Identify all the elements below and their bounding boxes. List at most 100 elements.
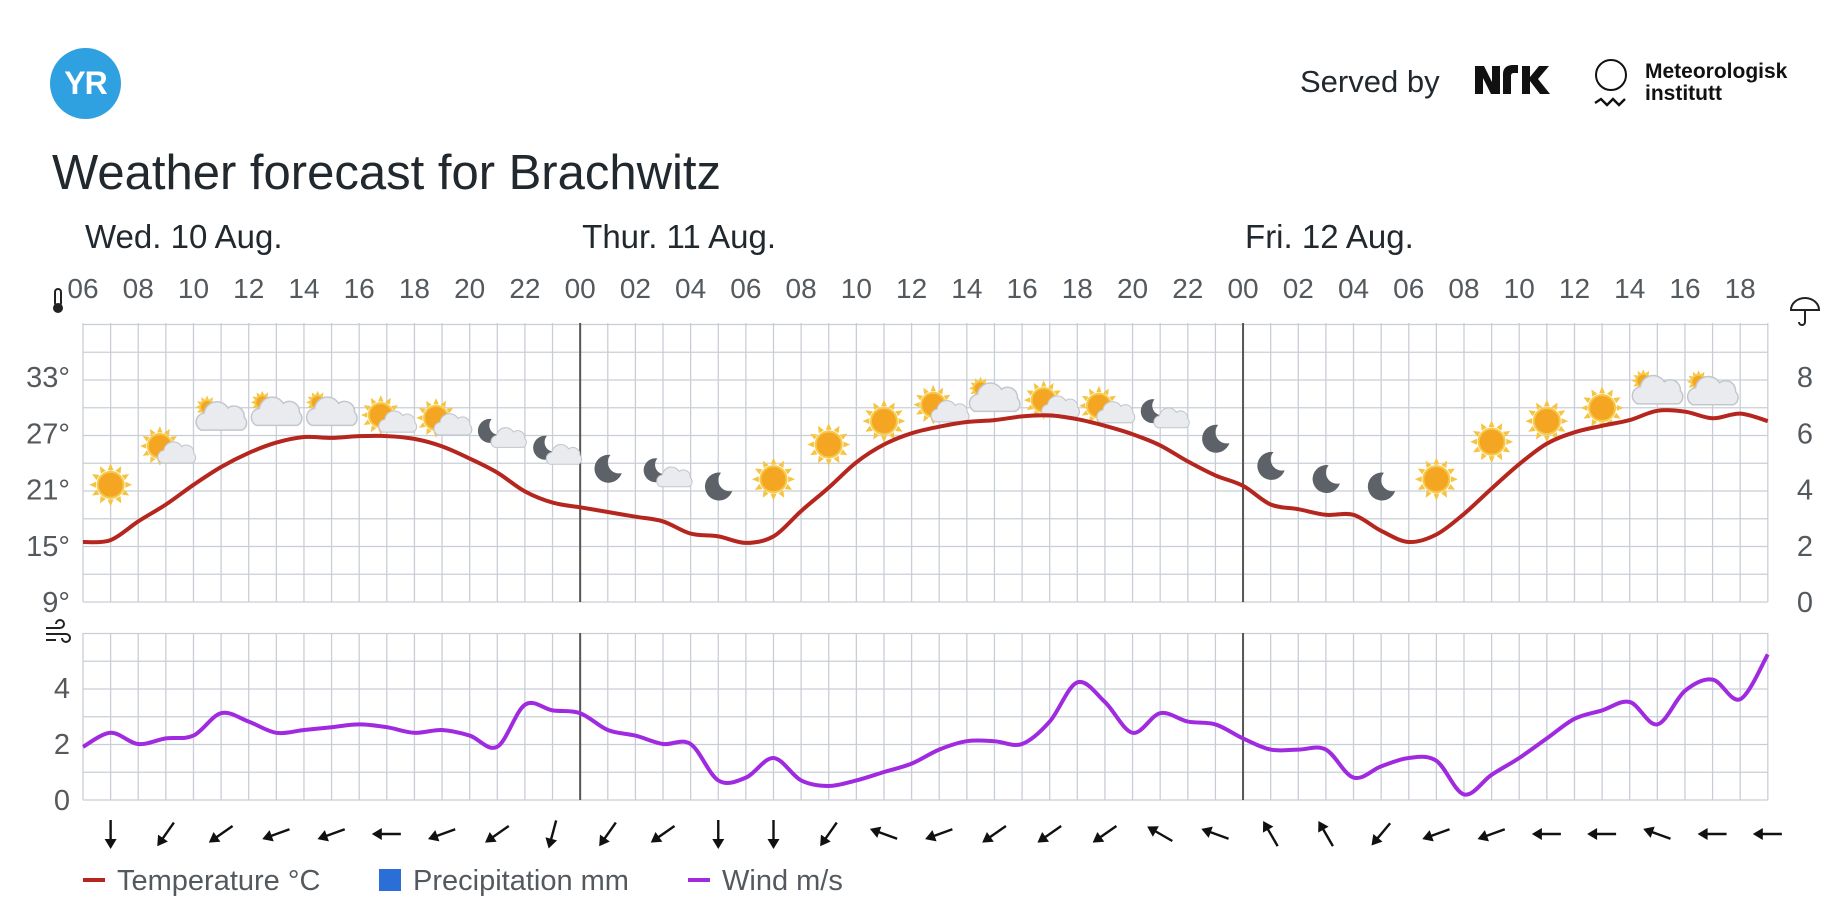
hour-tick-label: 22: [509, 273, 540, 304]
yr-logo-text: YR: [64, 65, 107, 101]
clear-day-icon: [1470, 420, 1514, 464]
partly-cloudy-day-icon: [1023, 380, 1080, 420]
clear-night-icon: [704, 472, 733, 501]
hour-tick-label: 22: [1172, 273, 1203, 304]
nrk-logo-mark: [1475, 65, 1550, 94]
wind-direction-arrow: [485, 824, 510, 843]
hour-tick-label: 12: [1559, 273, 1590, 304]
wind-direction-arrow: [545, 820, 558, 849]
cloudy-icon: [968, 376, 1021, 413]
hour-tick-label: 16: [344, 273, 375, 304]
wind-direction-arrow: [208, 824, 234, 843]
hour-tick-label: 14: [288, 273, 319, 304]
yr-logo[interactable]: YR: [50, 48, 121, 119]
partly-cloudy-day-icon: [913, 384, 970, 425]
partly-cloudy-night-icon: [643, 458, 693, 488]
hour-tick-label: 06: [730, 273, 761, 304]
legend-item-precipitation: Precipitation mm: [379, 865, 629, 897]
clear-night-icon: [594, 454, 622, 483]
clear-night-icon: [1202, 424, 1230, 453]
wind-direction-arrow: [820, 821, 838, 847]
clear-day-icon: [752, 457, 795, 501]
hour-tick-label: 06: [67, 273, 98, 304]
precipitation-tick-label: 6: [1797, 418, 1813, 450]
wind-tick-label: 0: [54, 785, 70, 817]
partly-cloudy-day-icon: [1079, 385, 1136, 426]
wind-direction-arrow: [262, 828, 290, 842]
cloudy-icon: [1686, 370, 1739, 406]
wind-line: [82, 653, 1770, 797]
hour-tick-label: 02: [620, 273, 651, 304]
hour-tick-label: 06: [1393, 273, 1424, 304]
hour-tick-label: 20: [454, 273, 485, 304]
clear-night-icon: [1312, 465, 1340, 494]
wind-direction-arrow: [1531, 828, 1561, 840]
hour-tick-label: 04: [1338, 273, 1369, 304]
hour-tick-label: 08: [1448, 273, 1479, 304]
sun-rays: [862, 399, 906, 443]
day-label: Thur. 11 Aug.: [582, 218, 776, 255]
hour-tick-label: 10: [1504, 273, 1535, 304]
precipitation-tick-label: 2: [1797, 531, 1813, 563]
wind-direction-arrow: [1422, 828, 1450, 842]
page-title: Weather forecast for Brachwitz: [52, 146, 722, 200]
wind-tick-label: 2: [54, 729, 70, 761]
legend-label: Temperature °C: [117, 865, 320, 897]
legend-item-wind: Wind m/s: [688, 865, 843, 897]
series-lines: [82, 408, 1770, 797]
partly-cloudy-day-icon: [361, 395, 418, 435]
met-logo-wave: [1594, 97, 1626, 107]
partly-cloudy-night-icon: [1140, 399, 1190, 429]
wind-direction-arrow: [1201, 826, 1229, 840]
hour-tick-label: 00: [1227, 273, 1258, 304]
temperature-tick-label: 9°: [42, 587, 70, 619]
precipitation-tick-label: 8: [1797, 362, 1813, 394]
wind-direction-arrow: [1262, 821, 1279, 847]
wind-direction-arrow: [982, 824, 1007, 843]
hour-tick-label: 16: [1669, 273, 1700, 304]
partly-cloudy-night-icon: [533, 435, 583, 465]
clear-day-icon: [862, 399, 906, 443]
wind-direction-arrow: [1697, 828, 1727, 840]
wind-direction-arrow: [104, 820, 117, 849]
umbrella-icon: [1789, 297, 1821, 326]
hour-tick-label: 18: [1725, 273, 1756, 304]
hour-tick-label: 18: [1062, 273, 1093, 304]
wind-direction-arrow: [157, 821, 175, 847]
wind-direction-arrow: [712, 820, 725, 849]
sun-rays: [1525, 399, 1569, 443]
day-label: Wed. 10 Aug.: [85, 218, 283, 255]
wind-direction-arrow: [1587, 828, 1617, 840]
thermometer-icon: [53, 288, 63, 313]
wind-direction-arrow: [317, 828, 346, 842]
sun-rays: [1414, 457, 1458, 501]
legend-swatch: [379, 869, 401, 891]
temperature-tick-label: 15°: [26, 531, 70, 563]
sun-rays: [89, 463, 133, 507]
met-logo-line2: institutt: [1645, 82, 1722, 105]
precipitation-tick-label: 4: [1797, 475, 1813, 507]
hour-tick-label: 08: [123, 273, 154, 304]
clear-night-icon: [1367, 472, 1396, 501]
wind-tick-label: 4: [54, 673, 70, 705]
wind-direction-arrow: [1643, 826, 1671, 840]
temperature-line: [82, 408, 1769, 545]
hour-tick-label: 20: [1117, 273, 1148, 304]
sun-rays: [807, 423, 851, 466]
wind-icon: [46, 619, 71, 643]
wind-direction-arrow: [767, 820, 780, 849]
wind-direction-arrow: [1477, 828, 1506, 842]
hour-tick-label: 10: [178, 273, 209, 304]
legend-label: Wind m/s: [722, 865, 843, 897]
cloudy-icon: [250, 390, 303, 427]
hour-tick-label: 14: [951, 273, 982, 304]
wind-direction-arrow: [1318, 821, 1334, 847]
wind-direction-arrow: [1092, 824, 1118, 843]
wind-direction-arrow: [599, 821, 617, 847]
nrk-logo[interactable]: [1473, 62, 1565, 106]
cloudy-icon: [1631, 369, 1684, 405]
grid-layer: [82, 323, 1769, 801]
axis-labels: Wed. 10 Aug. Thur. 11 Aug. Fri. 12 Aug.06 0…: [26, 218, 1821, 817]
